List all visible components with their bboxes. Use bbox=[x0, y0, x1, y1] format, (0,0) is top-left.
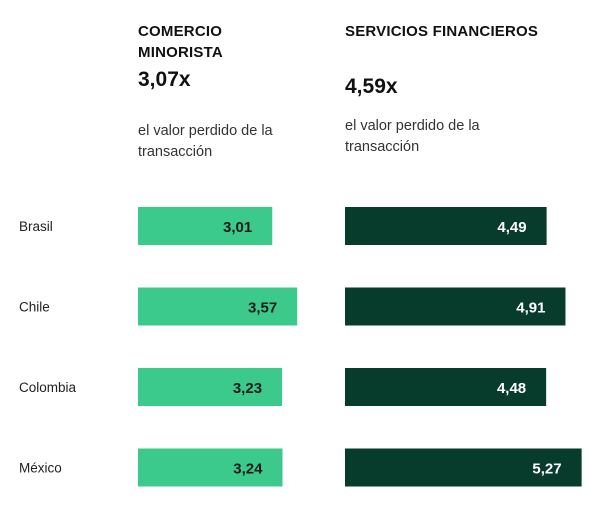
financial-description: el valor perdido de la transacción bbox=[345, 118, 480, 155]
financial-bar-colombia bbox=[345, 368, 547, 406]
retail-bar-colombia bbox=[138, 368, 283, 406]
retail-bar-label-colombia: 3,23 bbox=[233, 380, 262, 397]
retail-bar-label-chile: 3,57 bbox=[248, 300, 277, 317]
retail-bar-label-méxico: 3,24 bbox=[233, 461, 263, 478]
financial-bar-méxico bbox=[345, 448, 582, 487]
financial-bar-chile bbox=[345, 287, 566, 326]
financial-panel-title: SERVICIOS FINANCIEROS bbox=[345, 23, 539, 40]
row-label-chile: Chile bbox=[19, 300, 50, 315]
row-label-méxico: México bbox=[19, 461, 62, 476]
retail-bar-chile bbox=[138, 287, 298, 326]
retail-bar-brasil bbox=[138, 207, 273, 245]
row-label-brasil: Brasil bbox=[19, 219, 53, 234]
financial-bar-label-brasil: 4,49 bbox=[497, 219, 526, 236]
row-label-colombia: Colombia bbox=[19, 380, 77, 395]
retail-panel-title: COMERCIO MINORISTA bbox=[138, 23, 223, 61]
financial-bar-label-colombia: 4,48 bbox=[497, 380, 526, 397]
retail-bar-label-brasil: 3,01 bbox=[223, 219, 252, 236]
retail-description: el valor perdido de la transacción bbox=[138, 123, 273, 160]
retail-bar-méxico bbox=[138, 448, 283, 487]
financial-bar-label-chile: 4,91 bbox=[516, 300, 545, 317]
retail-multiplier: 3,07x bbox=[138, 68, 191, 91]
financial-bar-label-méxico: 5,27 bbox=[532, 461, 561, 478]
financial-bar-brasil bbox=[345, 207, 547, 245]
financial-multiplier: 4,59x bbox=[345, 75, 398, 98]
